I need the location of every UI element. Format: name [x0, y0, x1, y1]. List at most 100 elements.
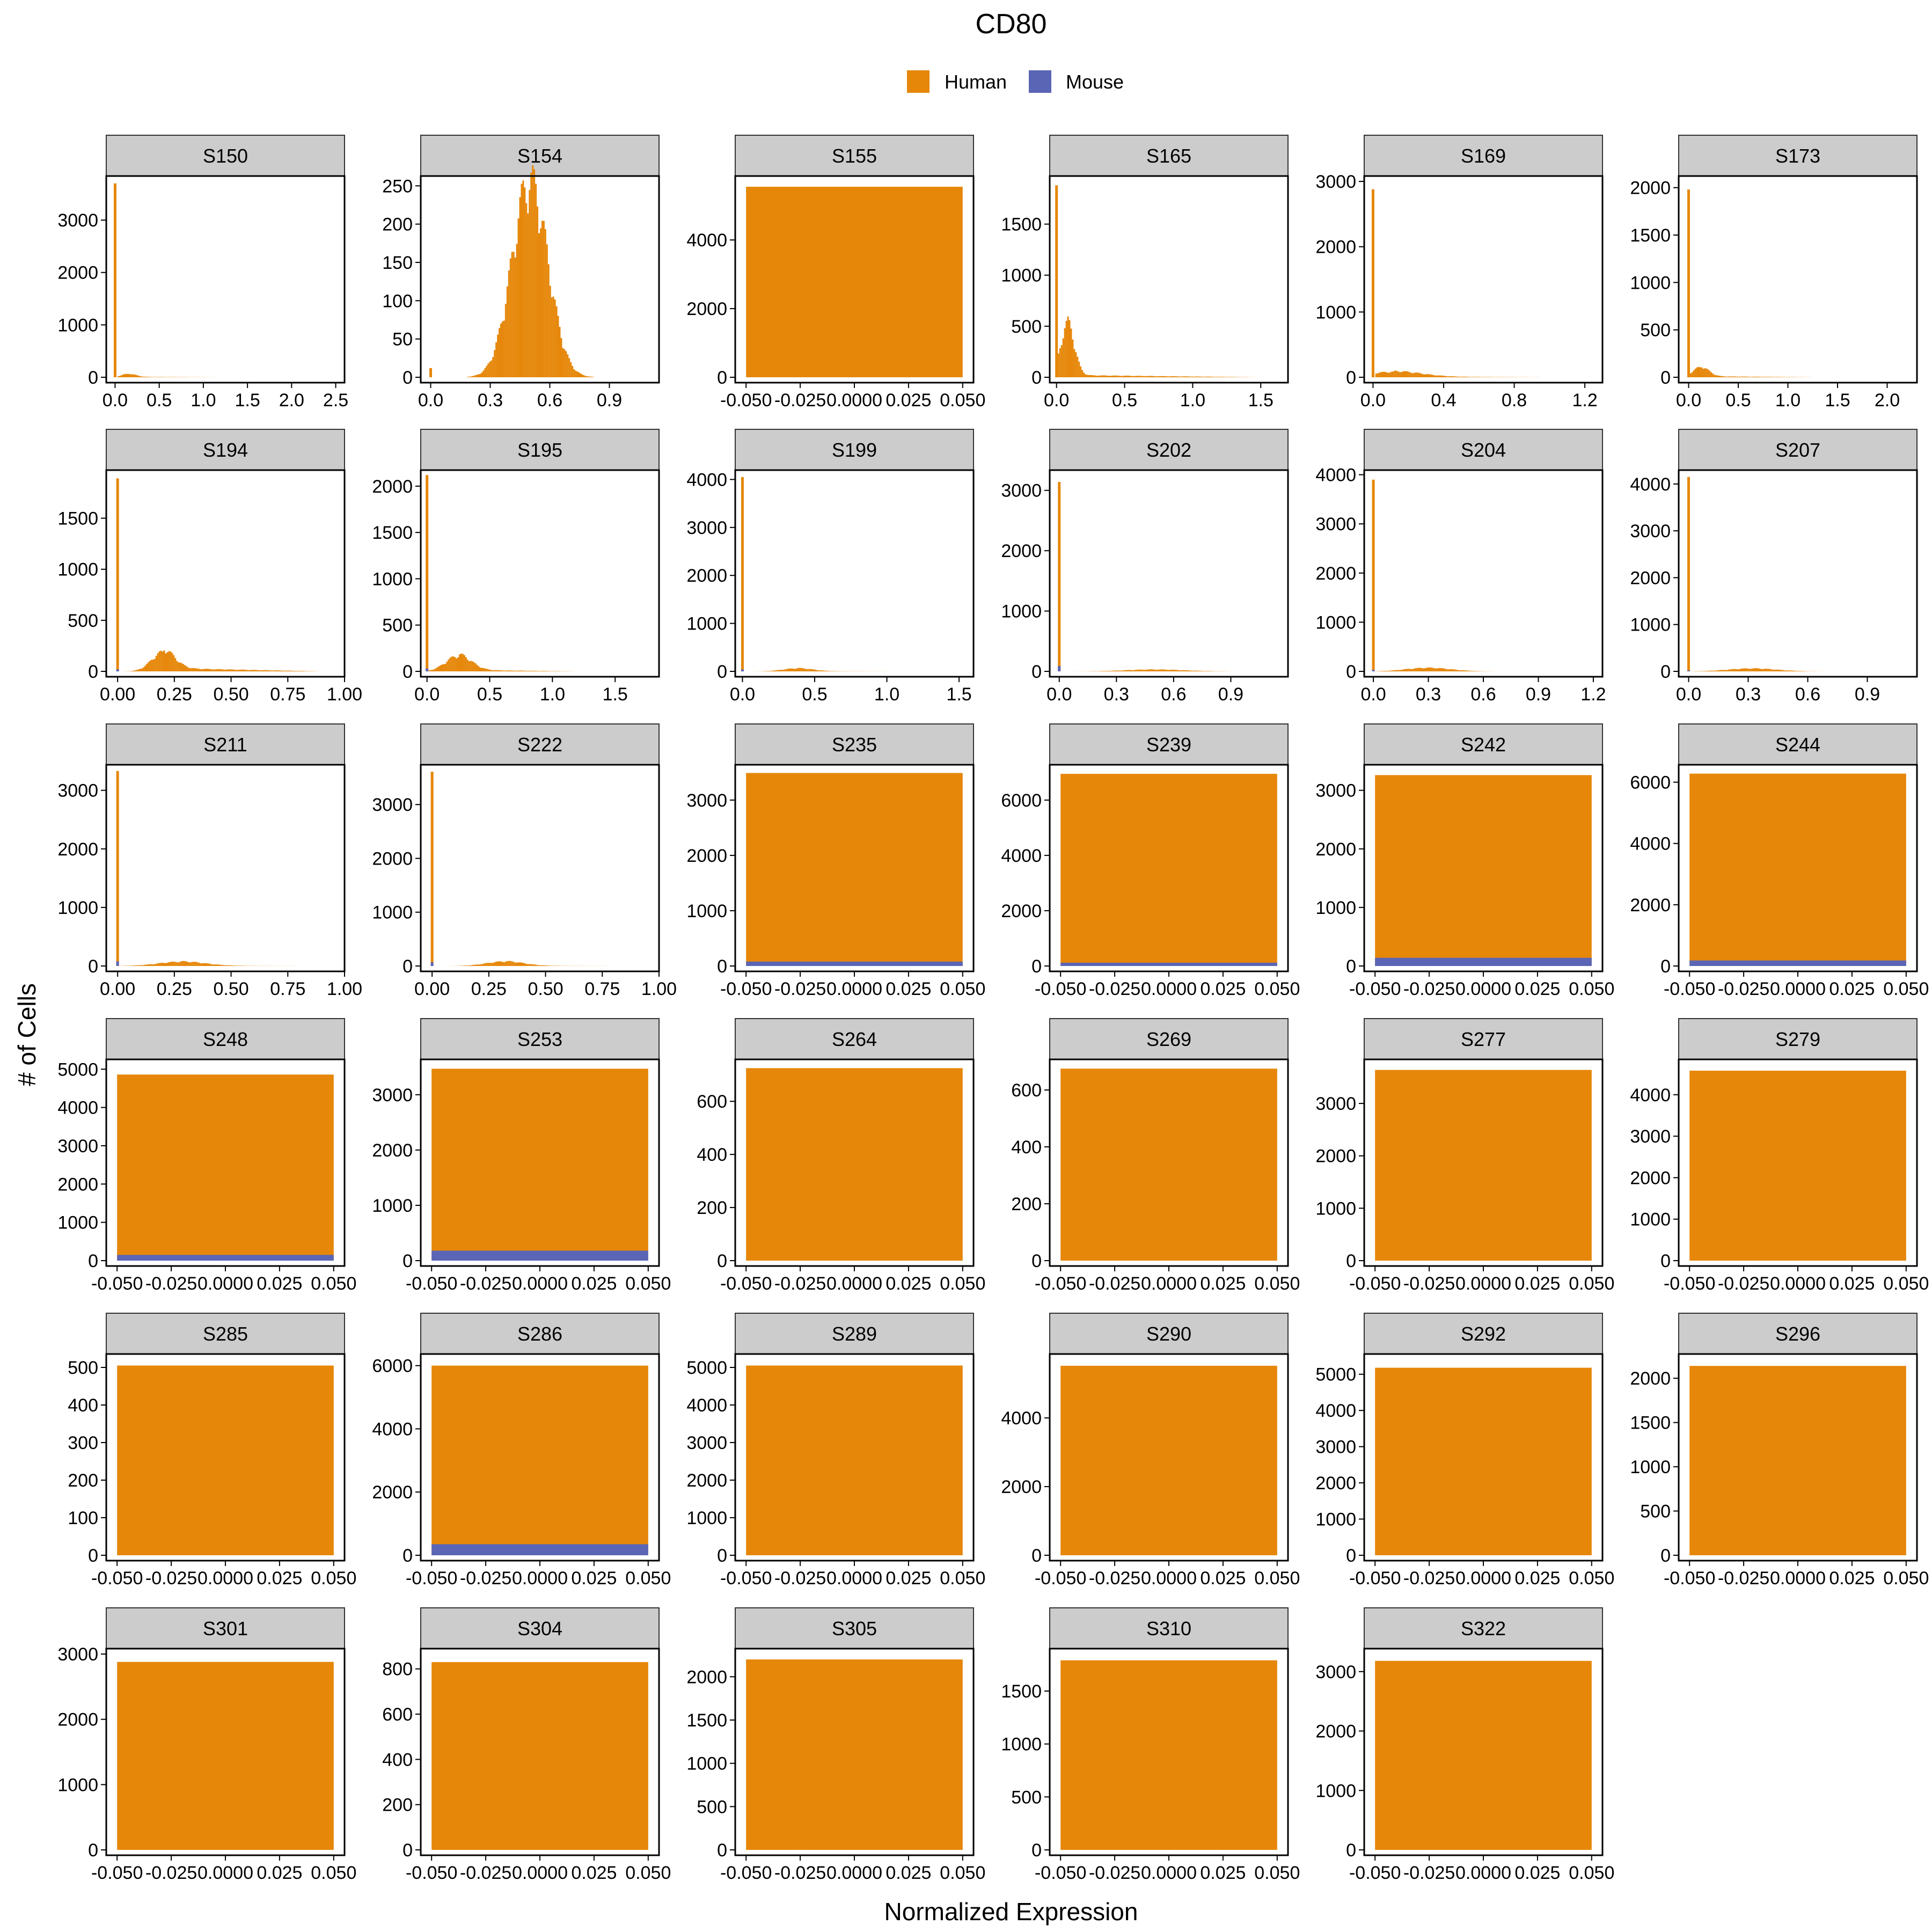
strip-label-S154: S154: [517, 145, 562, 167]
y-axis-S150: 0 1000 2000 3000: [57, 210, 106, 388]
bin-S173: [1704, 368, 1706, 377]
bin-S173: [1723, 376, 1725, 377]
x-tick-label: 0.025: [571, 1863, 617, 1883]
bin-S169: [1377, 373, 1379, 377]
bin-S154: [474, 375, 477, 377]
bin-S207: [1719, 670, 1722, 671]
bin-S199: [782, 669, 785, 671]
bin-S154: [567, 354, 569, 377]
bin-S199: [819, 670, 821, 671]
bin-S154: [484, 368, 486, 377]
bin-S169: [1380, 372, 1382, 377]
bin-S154: [535, 184, 537, 377]
x-tick-label: -0.050: [720, 1863, 772, 1883]
bin-S154: [552, 296, 554, 377]
y-axis-S244: 0 2000 4000 6000: [1630, 773, 1679, 977]
bin-S222: [538, 965, 540, 966]
y-tick-label: 3000: [372, 795, 413, 815]
bin-S202: [1128, 670, 1129, 671]
y-tick-label: 500: [1011, 1787, 1042, 1807]
legend: Human Mouse: [907, 70, 1124, 93]
y-axis-S169: 0 1000 2000 3000: [1315, 172, 1364, 388]
x-tick-label: 0.50: [213, 979, 248, 999]
x-tick-label: -0.025: [1718, 1568, 1769, 1589]
bin-S211: [147, 964, 149, 966]
y-axis-S301: 0 1000 2000 3000: [57, 1644, 106, 1861]
bin-S202: [1153, 669, 1155, 671]
bin-S154: [504, 304, 507, 377]
y-axis-S222: 0 1000 2000 3000: [372, 795, 421, 977]
bin-S165: [1156, 376, 1158, 377]
bin-S195: [433, 669, 435, 671]
bar-human-S253: [431, 1069, 648, 1261]
bin-S194: [228, 669, 230, 671]
bin-S194: [243, 669, 245, 671]
bin-S194: [179, 662, 181, 671]
x-tick-label: 1.5: [603, 684, 628, 705]
y-tick-label: 1500: [57, 509, 98, 529]
x-tick-label: 0.4: [1431, 390, 1456, 411]
strip-S199: [735, 429, 974, 471]
bin-S169: [1442, 376, 1444, 377]
x-tick-label: 0.6: [1161, 684, 1186, 705]
bars-S264: [746, 1068, 963, 1261]
bin-S154: [540, 228, 541, 377]
y-tick-label: 1000: [1001, 266, 1042, 286]
bin-S165: [1148, 376, 1150, 377]
bar-zero-S194: [116, 478, 119, 671]
bin-S194: [144, 665, 146, 671]
x-tick-label: 0.025: [257, 1274, 302, 1294]
bin-S207: [1766, 669, 1768, 671]
bin-S222: [481, 964, 483, 966]
bin-S169: [1386, 372, 1388, 377]
y-tick-label: 300: [68, 1433, 98, 1453]
bin-S194: [209, 669, 211, 671]
y-tick-label: 3000: [686, 1433, 727, 1453]
x-axis-S169: 0.0 0.4 0.8 1.2: [1360, 383, 1598, 411]
bin-S150: [131, 374, 134, 377]
y-tick-label: 6000: [1001, 791, 1042, 811]
bin-S165: [1137, 376, 1139, 377]
bar-mouse-zero-S207: [1687, 670, 1690, 671]
panel-S202: S202 0 1000 2000 3000 0.0 0.3 0.6 0.9: [1001, 429, 1289, 705]
bin-S204: [1432, 668, 1435, 671]
x-tick-label: -0.025: [1089, 1568, 1140, 1589]
bin-S204: [1439, 668, 1441, 671]
y-tick-label: 2000: [1630, 1368, 1671, 1389]
bin-S222: [522, 963, 524, 966]
bin-S211: [152, 964, 154, 966]
bin-S195: [479, 668, 481, 671]
strip-S279: [1678, 1018, 1918, 1060]
x-axis-S202: 0.0 0.3 0.6 0.9: [1046, 677, 1243, 705]
x-tick-label: 0.0: [1044, 390, 1069, 411]
y-axis-S239: 0 2000 4000 6000: [1001, 791, 1050, 977]
bin-S199: [787, 668, 789, 671]
bin-S194: [231, 669, 233, 671]
bin-S194: [141, 668, 143, 671]
bars-S194: [116, 478, 319, 671]
bin-S211: [221, 964, 223, 966]
panel-S207: S207 0 1000 2000 3000 4000 0.0 0.3 0.6 0.9: [1630, 429, 1918, 705]
bars-S235: [746, 773, 963, 966]
bars-S286: [431, 1365, 648, 1555]
bin-S194: [147, 662, 149, 671]
panel-border-S202: [1049, 469, 1289, 678]
bin-S204: [1416, 668, 1418, 671]
bin-S211: [181, 961, 183, 966]
x-tick-label: -0.050: [406, 1863, 457, 1883]
bin-S211: [178, 962, 180, 966]
bin-S222: [470, 965, 472, 966]
y-tick-label: 2000: [1001, 901, 1042, 921]
bin-S207: [1774, 669, 1776, 671]
bin-S150: [127, 374, 129, 377]
y-tick-label: 3000: [1315, 1094, 1356, 1114]
strip-S310: [1049, 1607, 1289, 1649]
bin-S222: [476, 964, 478, 966]
panel-S222: S222 0 1000 2000 3000 0.00 0.25 0.50 0.75 1.00: [372, 723, 677, 999]
bin-S207: [1737, 669, 1739, 671]
bin-S154: [501, 321, 503, 377]
bin-S165: [1102, 375, 1104, 377]
bin-S211: [130, 965, 132, 966]
y-tick-label: 500: [697, 1797, 727, 1817]
